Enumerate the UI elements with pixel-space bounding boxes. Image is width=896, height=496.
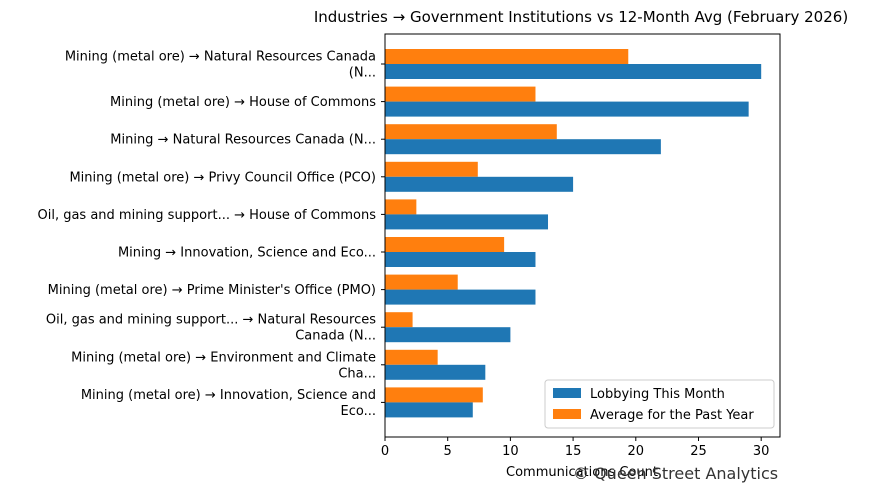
y-tick-label: Cha...: [338, 366, 376, 381]
y-tick-label: Mining (metal ore) → Environment and Cli…: [71, 350, 376, 365]
chart-title: Industries → Government Institutions vs …: [314, 8, 848, 26]
y-tick-label: Mining → Natural Resources Canada (N...: [110, 133, 376, 148]
bars-group: [385, 49, 762, 418]
bar-this-month: [385, 364, 486, 380]
legend: Lobbying This Month Average for the Past …: [544, 379, 775, 429]
legend-label: Lobbying This Month: [590, 387, 725, 402]
legend-label: Average for the Past Year: [590, 408, 754, 423]
x-tick-label: 30: [753, 444, 770, 459]
y-tick-label: (N...: [349, 66, 376, 81]
bar-average: [385, 49, 629, 64]
y-tick-label: Mining (metal ore) → Prime Minister's Of…: [48, 283, 376, 298]
y-tick-label: Eco...: [341, 404, 376, 419]
bar-average: [385, 199, 417, 215]
x-axis-label: Communications Count: [506, 465, 658, 480]
bar-this-month: [385, 176, 574, 192]
x-tick-label: 15: [565, 444, 582, 459]
y-axis: Mining (metal ore) → Natural Resources C…: [37, 50, 385, 419]
bar-average: [385, 312, 413, 328]
bar-this-month: [385, 402, 473, 418]
x-tick-label: 10: [502, 444, 519, 459]
bar-this-month: [385, 252, 536, 267]
bar-this-month: [385, 289, 536, 305]
x-tick-label: 5: [444, 444, 452, 459]
y-tick-label: Oil, gas and mining support... → Natural…: [46, 313, 376, 328]
watermark: © Queen Street Analytics: [573, 464, 779, 483]
y-tick-label: Mining (metal ore) → House of Commons: [110, 95, 376, 110]
legend-box: [544, 379, 775, 429]
bar-average: [385, 161, 478, 177]
bar-average: [385, 86, 536, 102]
bar-this-month: [385, 139, 661, 155]
y-tick-label: Canada (N...: [295, 329, 376, 344]
bar-average: [385, 124, 557, 140]
bar-average: [385, 349, 438, 365]
y-tick-label: Mining (metal ore) → Privy Council Offic…: [69, 170, 376, 185]
bar-average: [385, 237, 505, 252]
bar-this-month: [385, 327, 511, 343]
y-tick-label: Mining (metal ore) → Innovation, Science…: [81, 388, 376, 403]
bar-this-month: [385, 101, 749, 117]
bar-this-month: [385, 64, 762, 79]
y-tick-label: Mining (metal ore) → Natural Resources C…: [65, 50, 376, 65]
x-axis: 0 5 10 15 20 25 30: [381, 437, 770, 459]
plot-frame: [384, 33, 781, 438]
x-tick-label: 20: [628, 444, 645, 459]
legend-swatch: [553, 388, 581, 398]
y-tick-label: Oil, gas and mining support... → House o…: [37, 208, 376, 223]
bar-this-month: [385, 214, 549, 230]
x-tick-label: 0: [381, 444, 389, 459]
legend-swatch: [553, 409, 581, 419]
y-tick-label: Mining → Innovation, Science and Eco...: [118, 246, 376, 261]
bar-average: [385, 387, 483, 403]
x-tick-label: 25: [690, 444, 707, 459]
bar-average: [385, 274, 458, 290]
